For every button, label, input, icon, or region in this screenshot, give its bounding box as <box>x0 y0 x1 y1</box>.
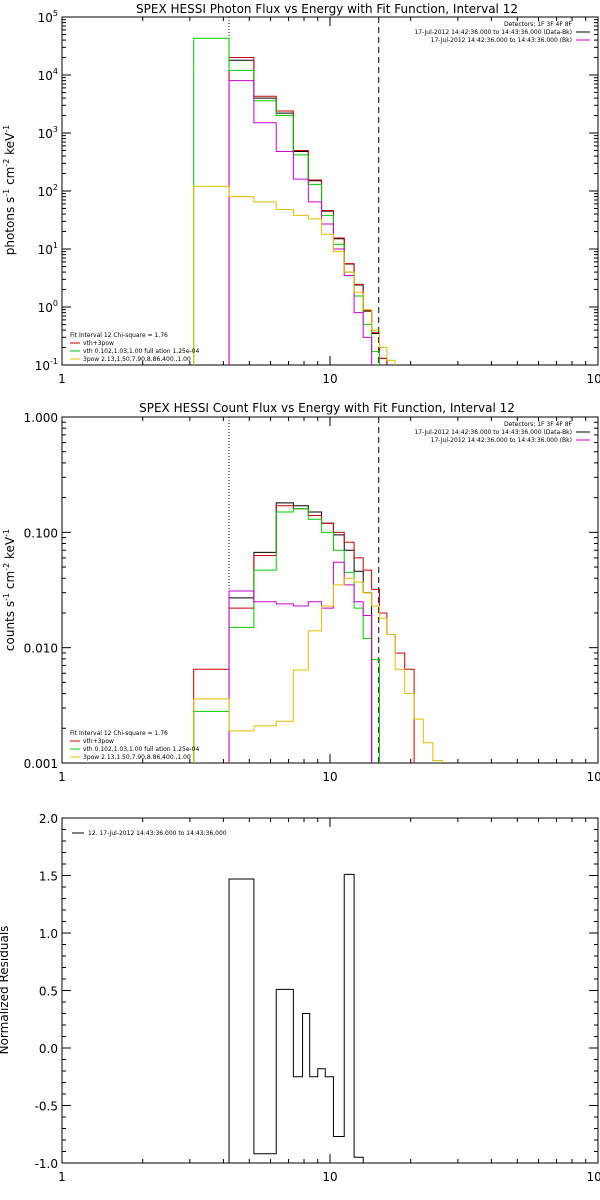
y-tick-label: 102 <box>38 183 58 199</box>
y-tick-label: 10-1 <box>35 357 58 373</box>
x-tick-label: 100 <box>587 770 600 784</box>
series-line <box>193 577 444 763</box>
y-tick-label: 0.5 <box>39 985 58 999</box>
legend-entry: 17-Jul-2012 14:42:36.000 to 14:43:36.000… <box>431 437 572 444</box>
series-group <box>228 873 379 1164</box>
series-line <box>193 508 380 763</box>
y-tick-label: 0.0 <box>39 1042 58 1056</box>
panel-title: SPEX HESSI Count Flux vs Energy with Fit… <box>139 401 515 415</box>
y-axis-label: photons s-1 cm-2 keV-1 <box>2 125 17 256</box>
series-line <box>228 80 373 365</box>
x-tick-label: 10 <box>322 372 337 386</box>
legend-entry: vth 0.102,1.03,1.00 full ation 1.25e-04 <box>83 746 199 753</box>
x-tick-label: 100 <box>587 372 600 386</box>
y-tick-label: -1.0 <box>35 1157 58 1171</box>
legend-entry: Detectors: 1F 3F 4F 8F <box>504 421 573 428</box>
legend-group: 12. 17-Jul-2012 14:43:36.000 to 14:43:36… <box>72 830 227 837</box>
axes-frame: 1 10 100 0.001 0.010 0.100 1.000 <box>24 411 600 784</box>
y-tick-label: 104 <box>38 67 58 83</box>
axes-frame: 1 10 100 10-1 100 101 102 103 104 105 <box>35 9 600 386</box>
series-line <box>193 185 396 365</box>
y-tick-label: 0.100 <box>24 526 58 540</box>
series-group <box>193 17 396 365</box>
x-tick-label: 1 <box>58 1170 66 1184</box>
series-line <box>228 873 379 1164</box>
legend-entry: Detectors: 1F 3F 4F 8F <box>504 21 573 28</box>
x-tick-label: 100 <box>587 1170 600 1184</box>
y-tick-label: 105 <box>38 9 58 25</box>
y-tick-label: 0.001 <box>24 757 58 771</box>
series-group <box>193 417 444 763</box>
count-flux-panel: SPEX HESSI Count Flux vs Energy with Fit… <box>2 401 600 784</box>
axes-frame: 1 10 100 -1.0 -0.5 0.0 0.5 1.0 1.5 2.0 <box>35 812 600 1184</box>
y-axis-label: Normalized Residuals <box>0 926 11 1055</box>
legend-entry: 3pow 2.13,1.50,7.90,8.86,400.,1.00 <box>83 754 191 761</box>
photon-flux-panel: SPEX HESSI Photon Flux vs Energy with Fi… <box>2 2 600 386</box>
y-tick-label: 0.010 <box>24 642 58 656</box>
panel-title: SPEX HESSI Photon Flux vs Energy with Fi… <box>136 2 518 16</box>
x-tick-label: 1 <box>58 770 66 784</box>
y-tick-label: 2.0 <box>39 812 58 826</box>
y-tick-label: 1.000 <box>24 411 58 425</box>
legend-entry: 17-Jul-2012 14:42:36.000 to 14:43:36.000… <box>431 37 572 44</box>
legend-entry: 17-Jul-2012 14:42:36.000 to 14:43:36.000… <box>414 29 572 36</box>
series-line <box>228 561 373 763</box>
legend-entry: 12. 17-Jul-2012 14:43:36.000 to 14:43:36… <box>88 830 227 837</box>
x-tick-label: 1 <box>58 372 66 386</box>
legend-entry: 3pow 2.13,1.50,7.90,8.86,400.,1.00 <box>83 356 191 363</box>
y-tick-label: 101 <box>38 241 58 257</box>
legend-entry: vth+3pow <box>83 738 114 745</box>
x-tick-label: 10 <box>322 1170 337 1184</box>
y-tick-label: 103 <box>38 125 58 141</box>
y-tick-label: 100 <box>38 299 58 315</box>
legend-entry: vth+3pow <box>83 340 114 347</box>
legend-entry: Fit Interval 12 Chi-square = 1.76 <box>70 730 168 737</box>
legend-entry: Fit Interval 12 Chi-square = 1.76 <box>70 332 168 339</box>
y-axis-label: counts s-1 cm-2 keV-1 <box>2 529 17 651</box>
residuals-panel: Normalized Residuals 1 10 100 -1.0 -0.5 0.0 0.… <box>0 812 600 1184</box>
y-tick-label: 1.0 <box>39 927 58 941</box>
y-tick-label: -0.5 <box>35 1100 58 1114</box>
y-tick-label: 1.5 <box>39 870 58 884</box>
legend-entry: 17-Jul-2012 14:42:36.000 to 14:43:36.000… <box>414 429 572 436</box>
legend-entry: vth 0.102,1.03,1.00 full ation 1.25e-04 <box>83 348 199 355</box>
x-tick-label: 10 <box>322 770 337 784</box>
